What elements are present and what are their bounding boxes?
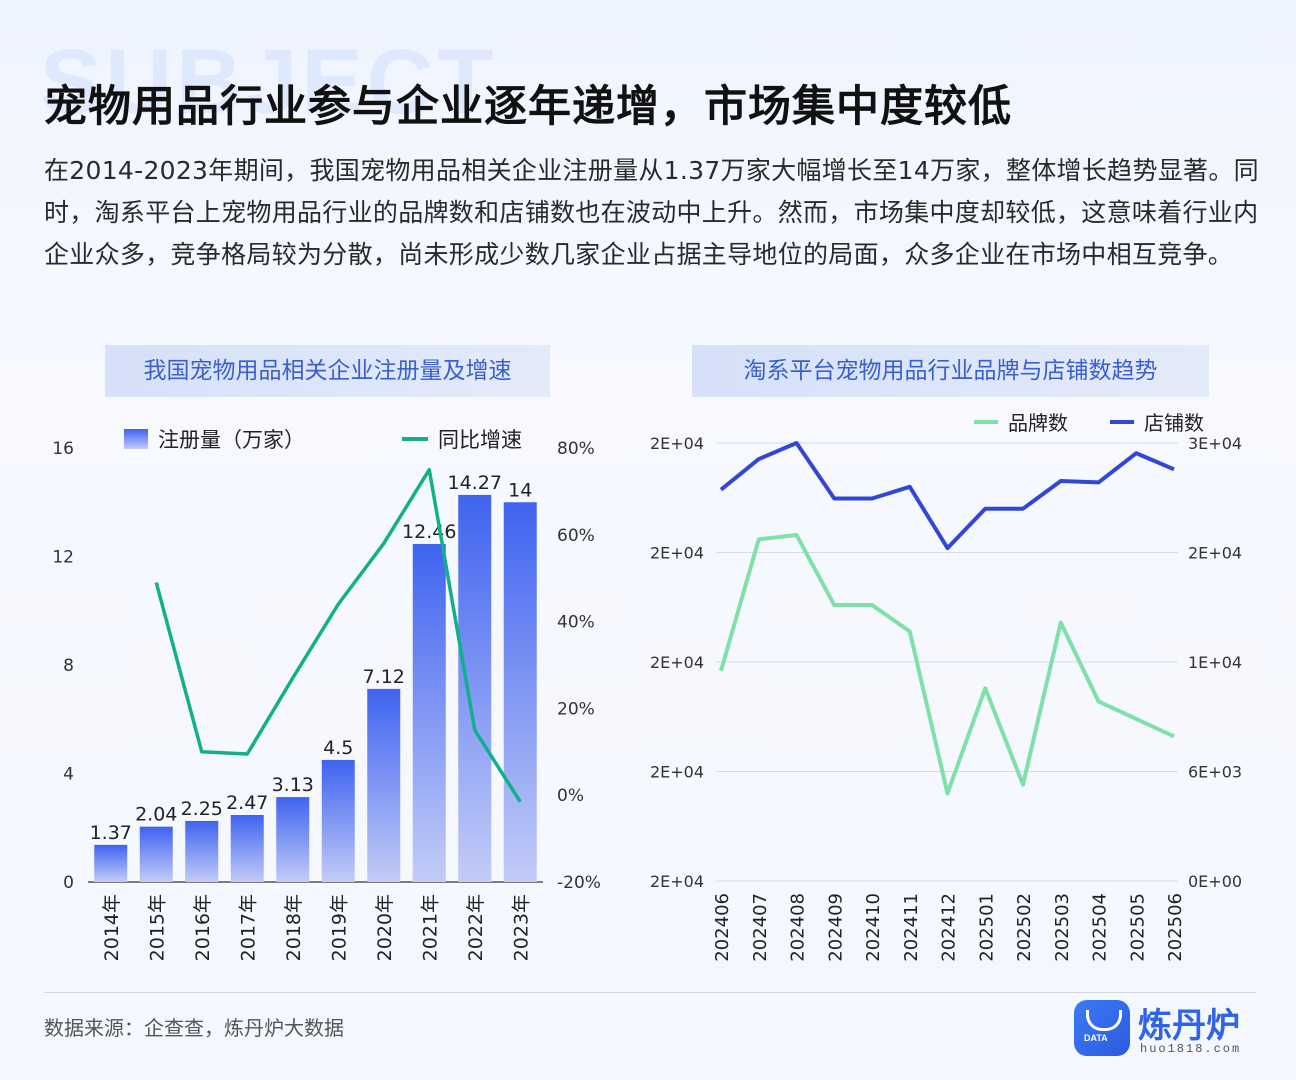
chart1-right-tick-label: 60% (557, 526, 595, 546)
chart1-left-tick-label: 8 (63, 656, 74, 676)
chart2-left-tick-label: 2E+04 (650, 763, 704, 782)
x-category-label: 202407 (750, 893, 771, 962)
x-category-label: 2017年 (237, 894, 259, 961)
x-category-label: 2015年 (146, 894, 168, 961)
chart2-left-tick-label: 2E+04 (650, 434, 704, 453)
chart1-right-tick-label: 40% (557, 613, 595, 633)
legend-store-label: 店铺数 (1144, 411, 1204, 435)
x-category-label: 2020年 (374, 894, 396, 961)
legend-bar-swatch (124, 429, 148, 449)
bar-value-label: 2.25 (181, 798, 223, 820)
growth-rate-line (154, 467, 522, 803)
intro-paragraph: 在2014-2023年期间，我国宠物用品相关企业注册量从1.37万家大幅增长至1… (44, 156, 1259, 269)
x-category-label: 2018年 (283, 894, 305, 961)
bar-value-label: 7.12 (363, 666, 405, 688)
logo-name: 炼丹炉 (1138, 1006, 1240, 1046)
bar (94, 844, 128, 882)
footer-divider (44, 992, 1256, 993)
x-category-label: 202412 (939, 893, 960, 962)
chart2-right-tick-label: 3E+04 (1188, 434, 1242, 453)
chart1-right-tick-label: 80% (557, 439, 595, 459)
chart2-left-tick-label: 2E+04 (650, 872, 704, 891)
bar-value-label: 14 (508, 479, 532, 501)
bar-value-label: 1.37 (90, 822, 132, 844)
bar-value-label: 4.5 (323, 737, 353, 759)
logo-url: huo1818.com (1140, 1042, 1242, 1056)
data-source: 数据来源：企查查，炼丹炉大数据 (44, 1016, 344, 1040)
chart2-right-tick-label: 0E+00 (1188, 872, 1242, 891)
chart1-right-tick-label: 0% (557, 786, 584, 806)
legend-line-label: 同比增速 (438, 428, 522, 452)
bar (185, 820, 219, 882)
x-category-label: 202501 (976, 893, 997, 962)
x-category-label: 202408 (788, 893, 809, 962)
bar-value-label: 2.04 (135, 804, 177, 826)
brand-logo: DATA 炼丹炉 huo1818.com (1074, 998, 1260, 1060)
chart1-right-tick-label: -20% (557, 873, 601, 893)
x-category-label: 2016年 (192, 894, 214, 961)
x-category-label: 202406 (712, 893, 733, 962)
legend-bar-label: 注册量（万家） (158, 428, 305, 452)
x-category-label: 202503 (1052, 893, 1073, 962)
chart1-left-tick-label: 12 (52, 548, 74, 568)
bar-value-label: 2.47 (226, 792, 268, 814)
legend-brand-label: 品牌数 (1008, 411, 1068, 435)
bar (321, 759, 355, 882)
chart2-left-tick-label: 2E+04 (650, 653, 704, 672)
chart2-left-tick-label: 2E+04 (650, 544, 704, 563)
x-category-label: 202410 (863, 893, 884, 962)
chart1-title: 我国宠物用品相关企业注册量及增速 (105, 345, 550, 397)
x-category-label: 202502 (1014, 893, 1035, 962)
bar (412, 544, 446, 882)
x-category-label: 2019年 (328, 894, 350, 961)
chart1-left-tick-label: 4 (63, 765, 74, 785)
background-watermark-word: SUBJECT (40, 31, 498, 133)
x-category-label: 202409 (825, 893, 846, 962)
bar (230, 815, 264, 882)
chart2-right-tick-label: 6E+03 (1188, 763, 1242, 782)
chart2-title: 淘系平台宠物用品行业品牌与店铺数趋势 (692, 345, 1209, 397)
x-category-label: 202411 (901, 893, 922, 962)
logo-badge: DATA (1084, 1033, 1108, 1043)
x-category-label: 202505 (1127, 893, 1148, 962)
bar (367, 688, 401, 882)
chart2-right-tick-label: 1E+04 (1188, 653, 1242, 672)
chart1-right-tick-label: 20% (557, 699, 595, 719)
bar (139, 826, 173, 882)
bar (458, 494, 492, 882)
chart2-right-tick-label: 2E+04 (1188, 544, 1242, 563)
brand-count-line (719, 532, 1175, 796)
bar (276, 797, 310, 882)
x-category-label: 2023年 (510, 894, 532, 961)
furnace-icon: DATA (1074, 1000, 1130, 1056)
bar (503, 502, 537, 882)
x-category-label: 2014年 (101, 894, 123, 961)
store-count-line (719, 441, 1175, 551)
chart1-left-tick-label: 0 (63, 873, 74, 893)
bar-value-label: 14.27 (448, 472, 502, 494)
bar-value-label: 3.13 (272, 774, 314, 796)
chart1-left-tick-label: 16 (52, 439, 74, 459)
x-category-label: 202504 (1090, 893, 1111, 962)
bar-value-label: 12.46 (402, 521, 456, 543)
x-category-label: 202506 (1165, 893, 1186, 962)
x-category-label: 2021年 (419, 894, 441, 961)
page-title: 宠物用品行业参与企业逐年递增，市场集中度较低 (44, 82, 1012, 132)
x-category-label: 2022年 (465, 894, 487, 961)
